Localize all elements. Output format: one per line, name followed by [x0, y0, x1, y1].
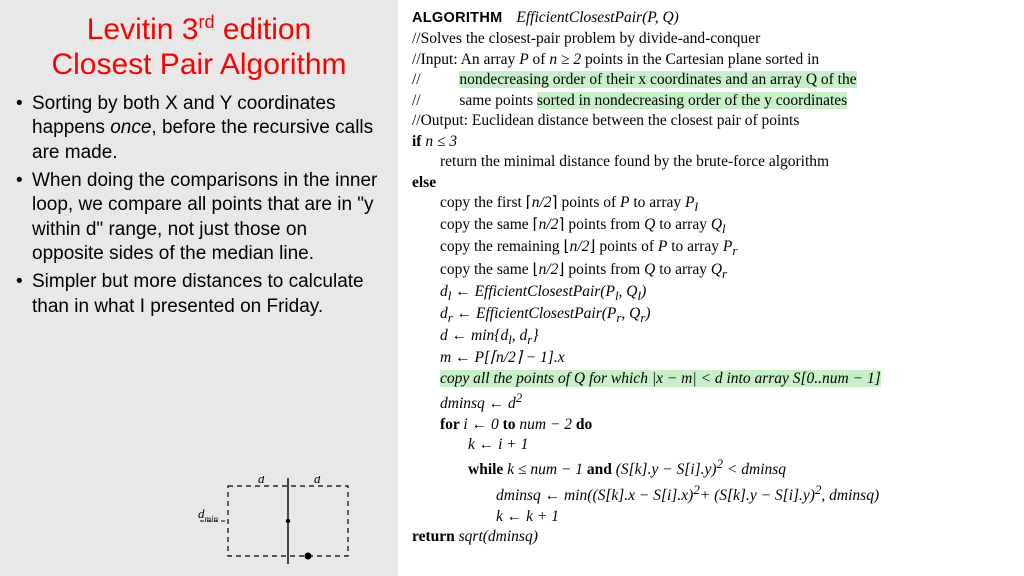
algo-line: dl ← EfficientClosestPair(Pl, Ql) — [412, 282, 1016, 304]
algo-header: ALGORITHM EfficientClosestPair(P, Q) — [412, 8, 1016, 28]
algo-line: dminsq ← d2 — [412, 389, 1016, 415]
algo-line: copy the remaining ⌊n/2⌋ points of P to … — [412, 237, 1016, 259]
algo-line: return sqrt(dminsq) — [412, 527, 1016, 547]
strip-diagram: d d dmin — [196, 476, 380, 566]
algo-line: copy the same ⌊n/2⌋ points from Q to arr… — [412, 260, 1016, 282]
algo-line: if n ≤ 3 — [412, 132, 1016, 152]
algo-line: else — [412, 173, 1016, 193]
title-line2: Closest Pair Algorithm — [51, 48, 346, 81]
bullet-list: Sorting by both X and Y coordinates happ… — [14, 92, 384, 319]
algo-line: //Output: Euclidean distance between the… — [412, 111, 1016, 131]
algo-line: copy the first ⌈n/2⌉ points of P to arra… — [412, 193, 1016, 215]
bullet-item: Sorting by both X and Y coordinates happ… — [14, 92, 384, 165]
algo-line: copy the same ⌈n/2⌉ points from Q to arr… — [412, 215, 1016, 237]
algo-line: d ← min{dl, dr} — [412, 326, 1016, 348]
d-label-right: d — [314, 476, 321, 486]
algorithm-panel: ALGORITHM EfficientClosestPair(P, Q) //S… — [398, 0, 1024, 576]
slide-title: Levitin 3rd edition Closest Pair Algorit… — [14, 12, 384, 82]
bullet-item: Simpler but more distances to calculate … — [14, 270, 384, 319]
algo-line: k ← k + 1 — [412, 507, 1016, 527]
title-line1-a: Levitin 3 — [87, 13, 199, 46]
title-sup: rd — [198, 12, 214, 32]
algo-line: copy all the points of Q for which |x − … — [412, 369, 1016, 389]
bullet-item: When doing the comparisons in the inner … — [14, 169, 384, 266]
algo-line: //Input: An array P of n ≥ 2 points in t… — [412, 50, 1016, 70]
algo-line: dr ← EfficientClosestPair(Pr, Qr) — [412, 304, 1016, 326]
algo-body: //Solves the closest-pair problem by div… — [412, 29, 1016, 547]
algo-line: k ← i + 1 — [412, 435, 1016, 455]
algo-line: // nondecreasing order of their x coordi… — [412, 70, 1016, 90]
algo-fn-name: EfficientClosestPair(P, Q) — [516, 9, 678, 26]
title-line1-b: edition — [215, 13, 312, 46]
algo-label: ALGORITHM — [412, 10, 503, 26]
algo-line: dminsq ← min((S[k].x − S[i].x)2+ (S[k].y… — [412, 481, 1016, 507]
algo-line: return the minimal distance found by the… — [412, 152, 1016, 172]
algo-line: while k ≤ num − 1 and (S[k].y − S[i].y)2… — [412, 455, 1016, 481]
algo-line: //Solves the closest-pair problem by div… — [412, 29, 1016, 49]
algo-line: for i ← 0 to num − 2 do — [412, 415, 1016, 435]
d-label-left: d — [258, 476, 265, 486]
algo-line: m ← P[⌈n/2⌉ − 1].x — [412, 348, 1016, 368]
left-panel: Levitin 3rd edition Closest Pair Algorit… — [0, 0, 398, 576]
algo-line: // same points sorted in nondecreasing o… — [412, 91, 1016, 111]
